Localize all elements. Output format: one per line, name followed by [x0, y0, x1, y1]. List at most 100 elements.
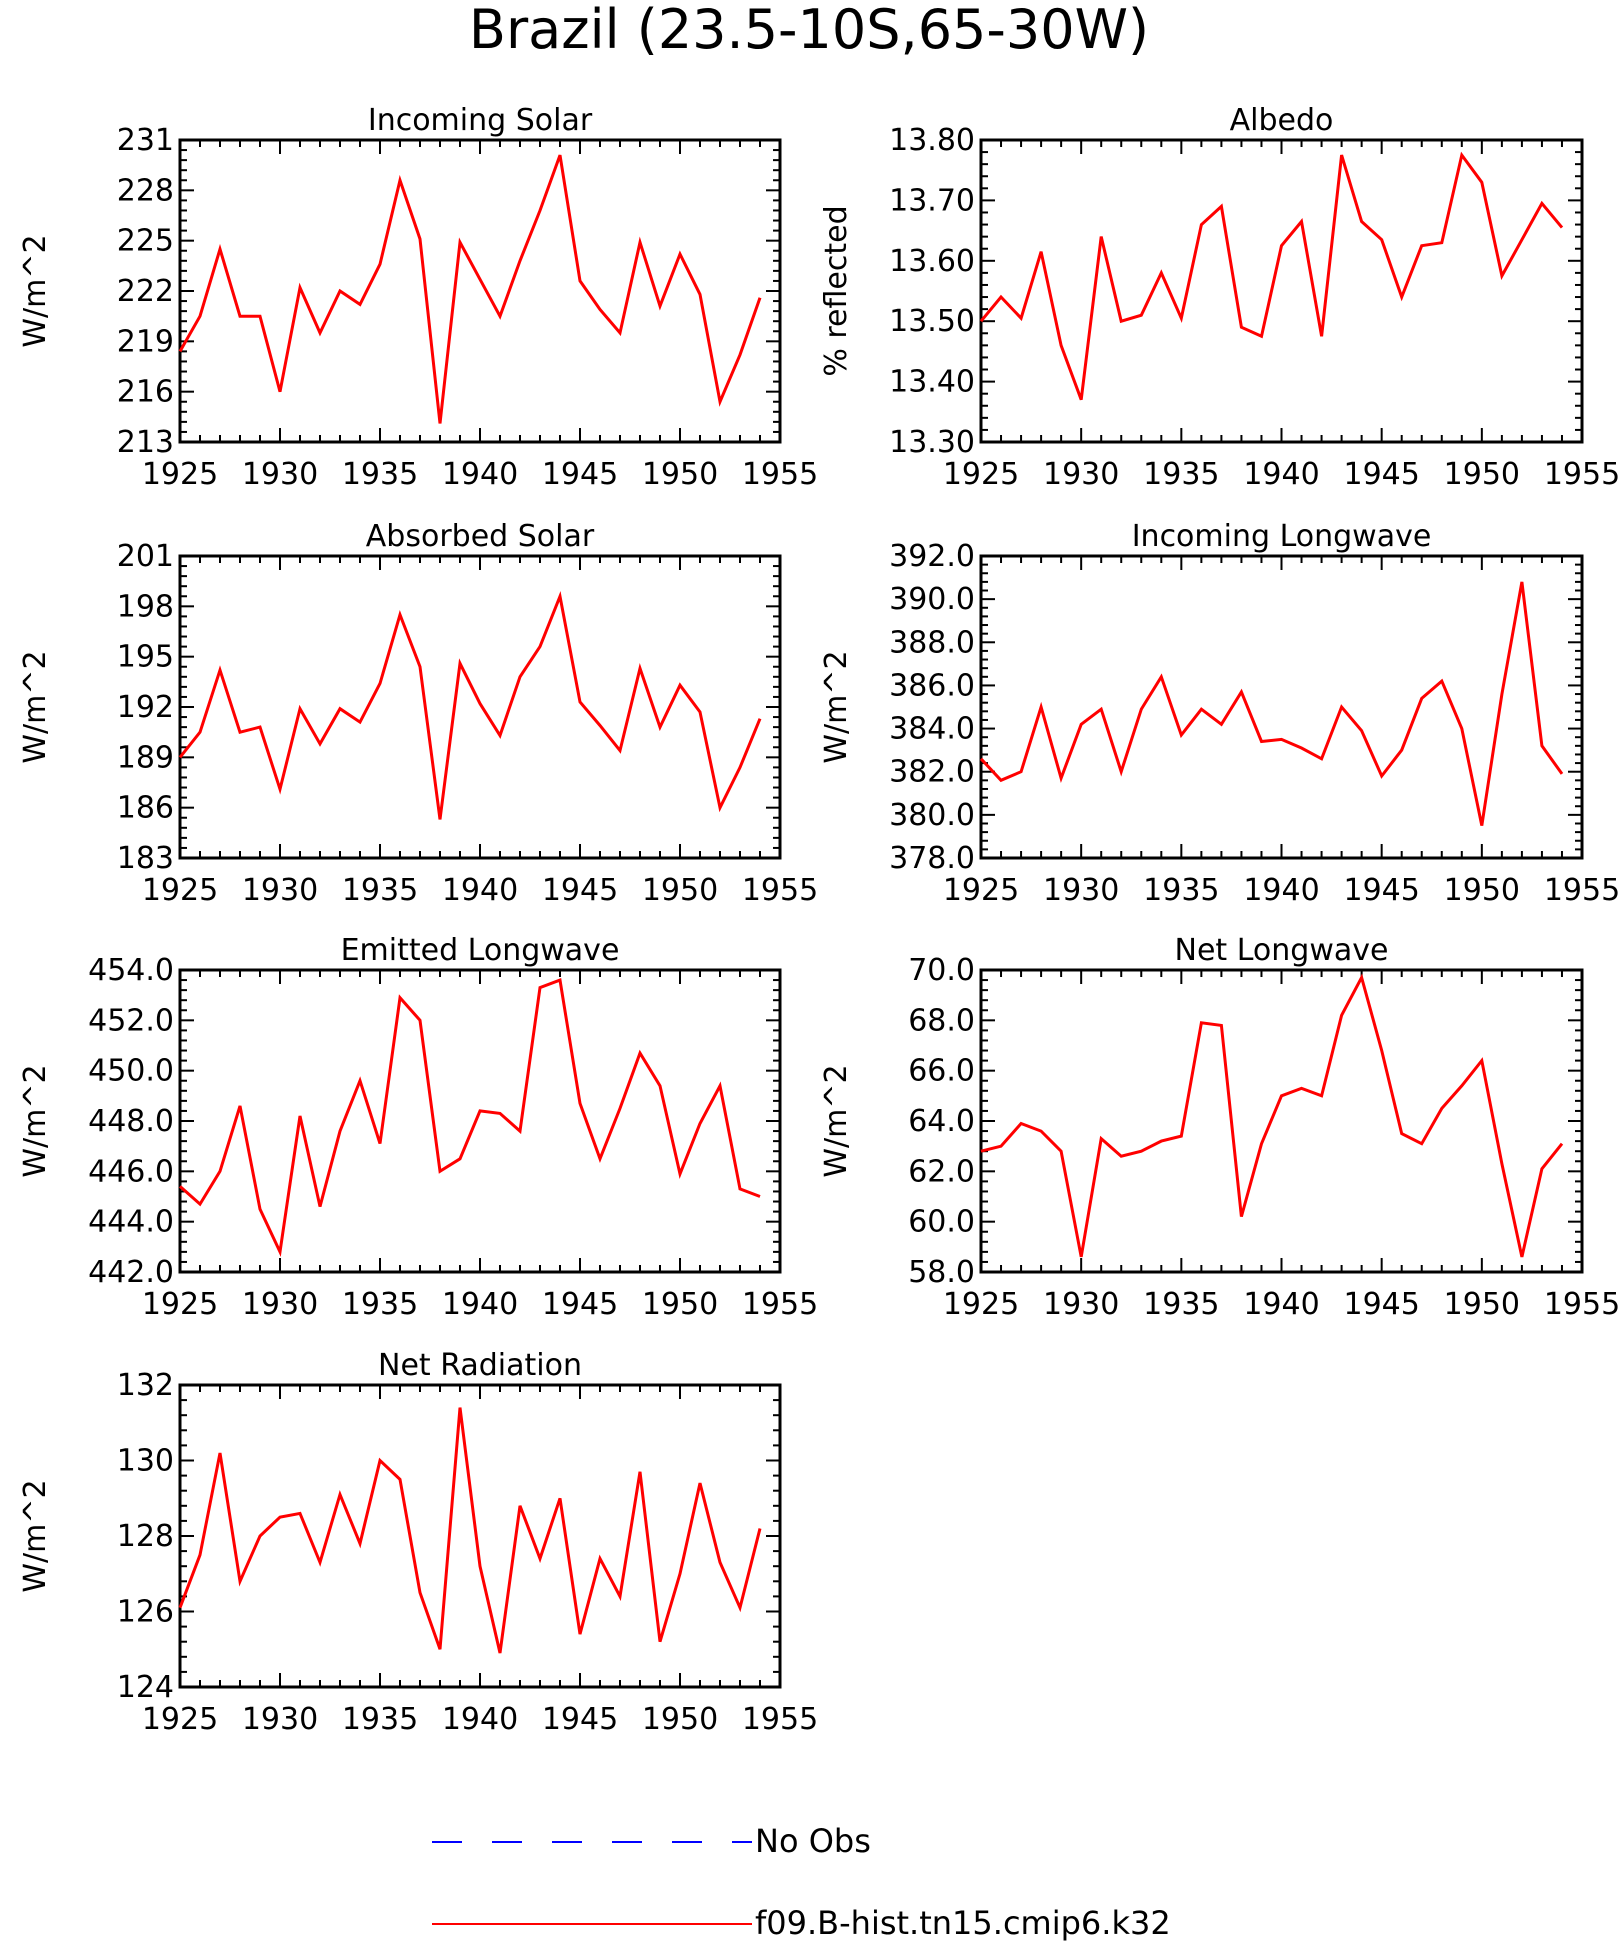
y-tick-label: 446.0 — [88, 1154, 174, 1189]
x-tick-label: 1950 — [642, 1287, 718, 1322]
y-tick-label: 195 — [117, 640, 174, 675]
x-tick-label: 1925 — [943, 457, 1019, 492]
y-tick-label: 390.0 — [889, 582, 975, 617]
x-tick-label: 1940 — [1243, 873, 1319, 908]
y-tick-label: 442.0 — [88, 1255, 174, 1290]
plot-frame — [178, 1383, 782, 1689]
y-tick-label: 13.50 — [889, 304, 975, 339]
x-tick-label: 1925 — [142, 873, 218, 908]
y-tick-label: 444.0 — [88, 1205, 174, 1240]
y-tick-label: 186 — [117, 791, 174, 826]
y-tick-label: 183 — [117, 841, 174, 876]
y-tick-label: 228 — [117, 173, 174, 208]
x-tick-label: 1925 — [142, 457, 218, 492]
y-tick-label: 378.0 — [889, 841, 975, 876]
x-tick-label: 1950 — [1444, 457, 1520, 492]
x-tick-label: 1930 — [242, 1702, 318, 1737]
panel-title: Albedo — [1230, 103, 1334, 138]
y-tick-label: 64.0 — [908, 1104, 975, 1139]
plot-frame — [979, 138, 1584, 444]
x-tick-label: 1935 — [342, 873, 418, 908]
x-tick-label: 1945 — [1343, 1287, 1419, 1322]
panel: 1925 1930 1935 1940 1945 1950 1955 442.0 444.0 44… — [18, 933, 818, 1322]
x-tick-label: 1955 — [742, 1287, 818, 1322]
y-tick-label: 13.70 — [889, 183, 975, 218]
x-tick-label: 1940 — [442, 873, 518, 908]
y-tick-label: 128 — [117, 1519, 174, 1554]
y-tick-label: 219 — [117, 324, 174, 359]
y-tick-label: 382.0 — [889, 755, 975, 790]
x-tick-label: 1955 — [742, 457, 818, 492]
x-tick-label: 1945 — [542, 457, 618, 492]
y-tick-label: 70.0 — [908, 953, 975, 988]
y-tick-label: 132 — [117, 1368, 174, 1403]
panel: 1925 1930 1935 1940 1945 1950 1955 213 216 219 222… — [18, 103, 818, 492]
x-tick-label: 1955 — [1544, 457, 1619, 492]
x-tick-label: 1950 — [642, 1702, 718, 1737]
x-tick-label: 1955 — [1544, 1287, 1619, 1322]
figure-title: Brazil (23.5-10S,65-30W) — [469, 0, 1149, 61]
y-tick-label: 130 — [117, 1444, 174, 1479]
y-tick-label: 68.0 — [908, 1003, 975, 1038]
panel: 1925 1930 1935 1940 1945 1950 1955 58.0 60.0 62.0… — [819, 933, 1619, 1322]
legend-obs-label: No Obs — [755, 1822, 871, 1860]
y-tick-label: 198 — [117, 589, 174, 624]
x-tick-label: 1935 — [342, 1287, 418, 1322]
panels: 1925 1930 1935 1940 1945 1950 1955 213 216 219 222… — [18, 103, 1619, 1737]
y-tick-label: 62.0 — [908, 1154, 975, 1189]
x-tick-label: 1940 — [442, 1287, 518, 1322]
series-line — [178, 154, 762, 424]
y-tick-label: 452.0 — [88, 1003, 174, 1038]
panel: 1925 1930 1935 1940 1945 1950 1955 378.0 380.0 38… — [819, 519, 1619, 908]
series-line — [178, 1407, 762, 1654]
y-tick-label: 225 — [117, 224, 174, 259]
x-tick-label: 1935 — [1143, 1287, 1219, 1322]
series-line — [178, 590, 762, 820]
x-tick-label: 1930 — [242, 873, 318, 908]
x-tick-label: 1945 — [1343, 457, 1419, 492]
x-tick-label: 1940 — [1243, 457, 1319, 492]
x-tick-label: 1935 — [342, 1702, 418, 1737]
x-tick-label: 1930 — [242, 1287, 318, 1322]
y-axis-label: W/m^2 — [18, 234, 53, 347]
y-tick-label: 13.80 — [889, 123, 975, 158]
x-tick-label: 1930 — [242, 457, 318, 492]
y-tick-label: 66.0 — [908, 1054, 975, 1089]
y-axis-label: W/m^2 — [819, 1064, 854, 1177]
y-tick-label: 58.0 — [908, 1255, 975, 1290]
y-axis-label: W/m^2 — [18, 650, 53, 763]
y-tick-label: 386.0 — [889, 668, 975, 703]
y-axis-label: W/m^2 — [819, 650, 854, 763]
x-tick-label: 1930 — [1043, 1287, 1119, 1322]
x-tick-label: 1925 — [142, 1702, 218, 1737]
x-tick-label: 1950 — [642, 873, 718, 908]
x-tick-label: 1925 — [142, 1287, 218, 1322]
y-axis-label: W/m^2 — [18, 1479, 53, 1592]
series-line — [979, 151, 1564, 401]
y-tick-label: 216 — [117, 375, 174, 410]
series-line — [980, 973, 1564, 1258]
plot-frame — [178, 138, 782, 444]
x-tick-label: 1955 — [742, 1702, 818, 1737]
y-tick-label: 60.0 — [908, 1205, 975, 1240]
x-tick-label: 1950 — [642, 457, 718, 492]
y-tick-label: 13.60 — [889, 244, 975, 279]
panel: 1925 1930 1935 1940 1945 1950 1955 13.30 13.40 13… — [819, 103, 1619, 492]
y-tick-label: 192 — [117, 690, 174, 725]
y-tick-label: 454.0 — [88, 953, 174, 988]
panel: 1925 1930 1935 1940 1945 1950 1955 183 186 189 192… — [18, 519, 818, 908]
panel-title: Incoming Longwave — [1132, 519, 1432, 554]
x-tick-label: 1945 — [542, 873, 618, 908]
x-tick-label: 1925 — [943, 873, 1019, 908]
panel-title: Incoming Solar — [368, 103, 593, 138]
y-tick-label: 231 — [117, 123, 174, 158]
x-tick-label: 1930 — [1043, 873, 1119, 908]
panel-title: Net Radiation — [378, 1348, 582, 1383]
y-tick-label: 13.40 — [889, 365, 975, 400]
panel: 1925 1930 1935 1940 1945 1950 1955 124 126 128 130… — [18, 1348, 818, 1737]
y-tick-label: 448.0 — [88, 1104, 174, 1139]
panel-title: Absorbed Solar — [366, 519, 595, 554]
series-line — [179, 978, 761, 1258]
x-tick-label: 1950 — [1444, 1287, 1520, 1322]
